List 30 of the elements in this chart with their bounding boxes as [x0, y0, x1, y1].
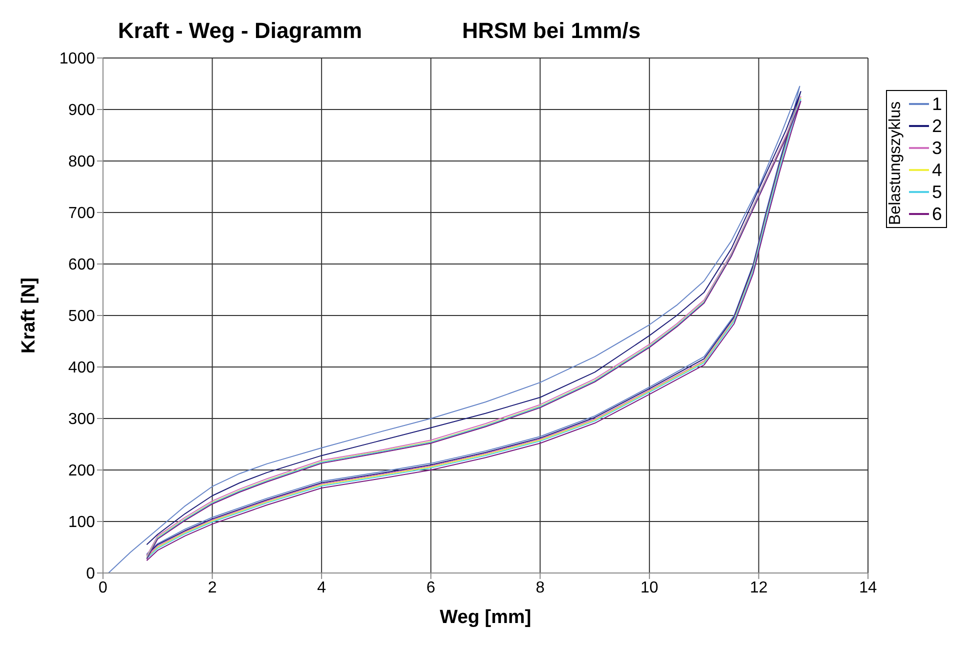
y-tick-label: 100 [68, 514, 96, 532]
y-axis-title: Kraft [N] [18, 278, 40, 354]
x-tick-label: 2 [208, 579, 217, 596]
y-tick-label: 200 [68, 462, 96, 480]
y-tick-label: 800 [68, 154, 96, 171]
x-tick-label: 6 [426, 579, 436, 596]
legend-label: 3 [932, 138, 942, 158]
legend-label: 2 [932, 116, 942, 136]
x-tick-label: 8 [536, 579, 545, 596]
x-axis-title: Weg [mm] [440, 607, 532, 628]
chart-title: Kraft - Weg - Diagramm [118, 18, 362, 44]
y-tick-label: 0 [86, 566, 96, 583]
y-tick-label: 500 [68, 308, 96, 326]
y-tick-label: 400 [68, 360, 96, 377]
chart-subtitle: HRSM bei 1mm/s [462, 18, 641, 44]
x-tick-label: 4 [317, 579, 326, 596]
y-tick-label: 1000 [59, 50, 96, 68]
x-tick-label: 12 [750, 579, 768, 596]
legend-label: 6 [932, 204, 942, 224]
legend-label: 4 [932, 160, 942, 180]
y-tick-label: 900 [68, 102, 96, 120]
y-tick-label: 300 [68, 411, 96, 428]
legend-title: Belastungszyklus [887, 100, 905, 227]
x-tick-label: 14 [859, 579, 877, 596]
y-tick-label: 600 [68, 256, 96, 274]
legend-label: 1 [932, 94, 942, 114]
y-tick-label: 700 [68, 205, 96, 222]
x-tick-label: 10 [640, 579, 658, 596]
x-tick-label: 0 [98, 579, 108, 596]
legend-label: 5 [932, 182, 942, 202]
